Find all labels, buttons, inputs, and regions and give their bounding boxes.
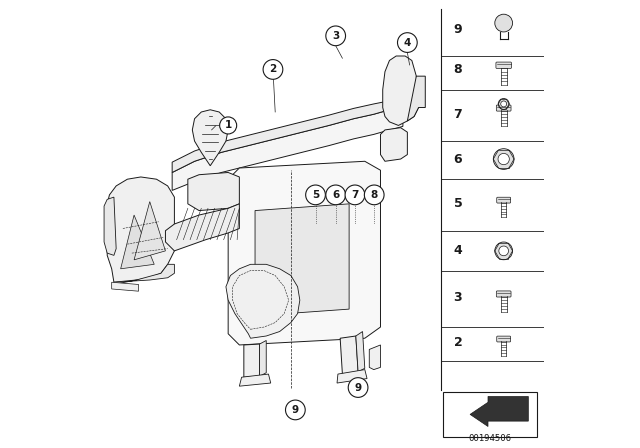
Text: 6: 6 [332,190,339,200]
Polygon shape [380,128,407,161]
Circle shape [285,400,305,420]
Text: 3: 3 [454,291,462,305]
Polygon shape [470,396,528,426]
Circle shape [364,185,384,205]
Polygon shape [134,202,165,260]
Polygon shape [228,161,380,345]
Text: 5: 5 [454,197,462,211]
Circle shape [499,99,509,109]
Polygon shape [165,204,239,251]
Polygon shape [172,101,398,172]
Text: 5: 5 [312,190,319,200]
Polygon shape [192,110,228,166]
Polygon shape [111,282,138,291]
Text: 1: 1 [225,121,232,130]
Polygon shape [337,370,367,383]
Text: 00194506: 00194506 [468,434,512,443]
Text: 9: 9 [355,383,362,392]
Circle shape [220,117,237,134]
Circle shape [263,60,283,79]
Polygon shape [383,56,419,125]
Polygon shape [107,177,174,282]
Text: 9: 9 [292,405,299,415]
Text: 4: 4 [404,38,411,47]
Polygon shape [407,76,425,121]
Text: 9: 9 [454,22,462,36]
Text: 8: 8 [371,190,378,200]
FancyBboxPatch shape [497,336,511,342]
Circle shape [498,153,509,165]
Text: 2: 2 [269,65,276,74]
FancyBboxPatch shape [497,197,511,203]
Polygon shape [356,332,365,372]
Circle shape [500,101,507,107]
Polygon shape [114,264,174,284]
Polygon shape [255,204,349,316]
Circle shape [326,26,346,46]
Circle shape [348,378,368,397]
Text: 2: 2 [454,336,462,349]
FancyBboxPatch shape [497,105,511,111]
Polygon shape [188,172,239,211]
Text: 8: 8 [454,63,462,76]
Circle shape [495,14,513,32]
Text: 3: 3 [332,31,339,41]
Polygon shape [260,340,266,376]
Polygon shape [340,336,358,374]
Text: 7: 7 [351,190,358,200]
Polygon shape [369,345,380,370]
Polygon shape [104,197,116,255]
Polygon shape [244,344,260,377]
Circle shape [326,185,346,205]
Polygon shape [239,374,271,386]
Circle shape [306,185,325,205]
Circle shape [499,246,509,256]
Polygon shape [172,107,403,190]
Text: 6: 6 [454,152,462,166]
Circle shape [495,242,513,260]
Circle shape [345,185,365,205]
Circle shape [397,33,417,52]
Circle shape [493,149,514,169]
FancyBboxPatch shape [496,62,511,69]
Text: 4: 4 [454,244,462,258]
FancyBboxPatch shape [497,291,511,297]
Polygon shape [226,264,300,338]
Text: 7: 7 [454,108,462,121]
Bar [443,392,538,437]
Polygon shape [120,215,154,269]
